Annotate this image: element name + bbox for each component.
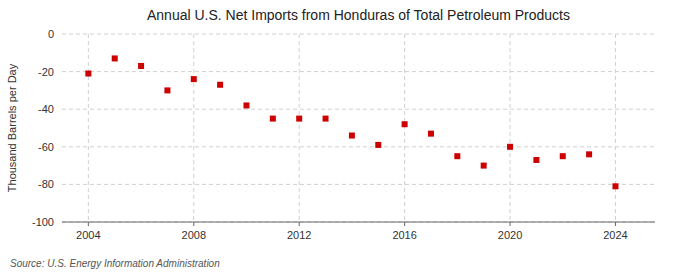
x-axis: 2004 2008 2012 2016 2020 2024: [76, 222, 628, 241]
grid-line-y: [62, 34, 655, 35]
y-tick-label: -100: [32, 216, 54, 228]
point: [138, 63, 144, 69]
x-tick-label: 2004: [76, 229, 100, 241]
grid-line-y: [62, 184, 655, 185]
x-tick: [299, 222, 300, 226]
y-tick-label: -20: [38, 66, 54, 78]
point: [481, 163, 487, 169]
x-tick-label: 2020: [498, 229, 522, 241]
chart: 0 -20 -40 -60 -80 -100 2004 2008 2012 2016 2020 202…: [0, 0, 675, 275]
x-tick-label: 2012: [287, 229, 311, 241]
point: [586, 151, 592, 157]
title: Annual U.S. Net Imports from Honduras of…: [147, 7, 570, 23]
point: [243, 102, 249, 108]
y-axis-label: Thousand Barrels per Day: [6, 63, 18, 192]
point: [612, 183, 618, 189]
x-tick-label: 2016: [392, 229, 416, 241]
point: [428, 131, 434, 137]
x-tick: [404, 222, 405, 226]
point: [402, 121, 408, 127]
chart-container: 0 -20 -40 -60 -80 -100 2004 2008 2012 2016 2020 202…: [0, 0, 675, 275]
grid-line-y: [62, 109, 655, 110]
x-tick-label: 2008: [182, 229, 206, 241]
point: [270, 116, 276, 122]
y-tick-label: -40: [38, 103, 54, 115]
grid-line-y: [62, 146, 655, 147]
point: [454, 153, 460, 159]
x-axis-line: [62, 222, 655, 223]
point: [323, 116, 329, 122]
point: [217, 82, 223, 88]
grid-line-x: [88, 34, 89, 222]
grid-line-y: [62, 222, 655, 223]
point: [191, 76, 197, 82]
grid-line-y: [62, 71, 655, 72]
point: [375, 142, 381, 148]
x-tick: [88, 222, 89, 226]
grid-line-x: [299, 34, 300, 222]
grid: [62, 34, 655, 222]
y-tick-label: -80: [38, 178, 54, 190]
point: [164, 87, 170, 93]
x-tick: [193, 222, 194, 226]
grid-line-x: [510, 34, 511, 222]
grid-line-x: [193, 34, 194, 222]
x-tick: [615, 222, 616, 226]
grid-line-x: [615, 34, 616, 222]
y-axis: 0 -20 -40 -60 -80 -100: [32, 28, 54, 228]
point: [560, 153, 566, 159]
point: [533, 157, 539, 163]
source-note: Source: U.S. Energy Information Administ…: [10, 258, 220, 269]
point: [349, 133, 355, 139]
y-tick-label: -60: [38, 141, 54, 153]
x-tick-label: 2024: [603, 229, 627, 241]
x-tick: [510, 222, 511, 226]
points: [85, 55, 618, 189]
point: [112, 55, 118, 61]
point: [296, 116, 302, 122]
point: [85, 70, 91, 76]
grid-line-x: [404, 34, 405, 222]
point: [507, 144, 513, 150]
y-tick-label: 0: [48, 28, 54, 40]
